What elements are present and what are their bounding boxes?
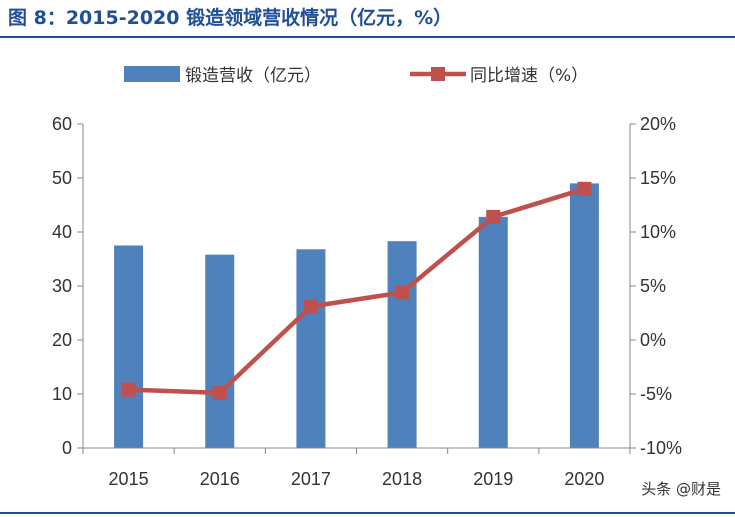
x-tick-label: 2019	[473, 469, 513, 489]
left-tick-label: 60	[52, 114, 72, 134]
legend: 锻造营收（亿元） 同比增速（%）	[124, 66, 588, 86]
bar-2019	[478, 216, 508, 448]
bar-2017	[296, 249, 326, 448]
bar-2020	[569, 183, 599, 448]
right-tick-label: 10%	[640, 222, 676, 242]
growth-point-2018	[395, 285, 410, 300]
x-tick-label: 2018	[382, 469, 422, 489]
right-tick-label: -10%	[640, 438, 682, 458]
watermark: 头条 @财是	[641, 480, 721, 498]
right-tick-label: 5%	[640, 276, 666, 296]
left-tick-label: 20	[52, 330, 72, 350]
chart-title: 图 8：2015-2020 锻造领域营收情况（亿元，%）	[8, 7, 453, 29]
growth-point-2019	[486, 209, 501, 224]
growth-point-2017	[303, 299, 318, 314]
left-tick-label: 30	[52, 276, 72, 296]
right-tick-label: 0%	[640, 330, 666, 350]
axes: 0 10 20 30 40 50 60 -10% -5% 0% 5% 10% 15% 20% 2015 201…	[52, 114, 682, 489]
right-tick-label: -5%	[640, 384, 672, 404]
left-tick-label: 0	[62, 438, 72, 458]
left-tick-label: 40	[52, 222, 72, 242]
bar-2016	[205, 254, 235, 448]
bottom-rule	[0, 512, 735, 514]
legend-line-label: 同比增速（%）	[470, 66, 588, 86]
bar-2015	[114, 245, 144, 448]
x-tick-label: 2016	[200, 469, 240, 489]
bar-series	[114, 183, 599, 448]
right-tick-label: 20%	[640, 114, 676, 134]
growth-point-2016	[212, 385, 227, 400]
left-tick-label: 50	[52, 168, 72, 188]
growth-point-2015	[121, 382, 136, 397]
title-rule	[0, 36, 735, 38]
growth-line	[128, 186, 586, 396]
growth-point-2020	[577, 181, 592, 196]
right-tick-label: 15%	[640, 168, 676, 188]
legend-bar-label: 锻造营收（亿元）	[185, 66, 321, 86]
bar-2018	[387, 241, 417, 448]
legend-line-marker	[431, 67, 445, 81]
left-tick-label: 10	[52, 384, 72, 404]
legend-bar-swatch	[124, 66, 180, 82]
x-tick-label: 2020	[564, 469, 604, 489]
line-series	[121, 181, 592, 400]
x-tick-label: 2017	[291, 469, 331, 489]
x-tick-label: 2015	[109, 469, 149, 489]
